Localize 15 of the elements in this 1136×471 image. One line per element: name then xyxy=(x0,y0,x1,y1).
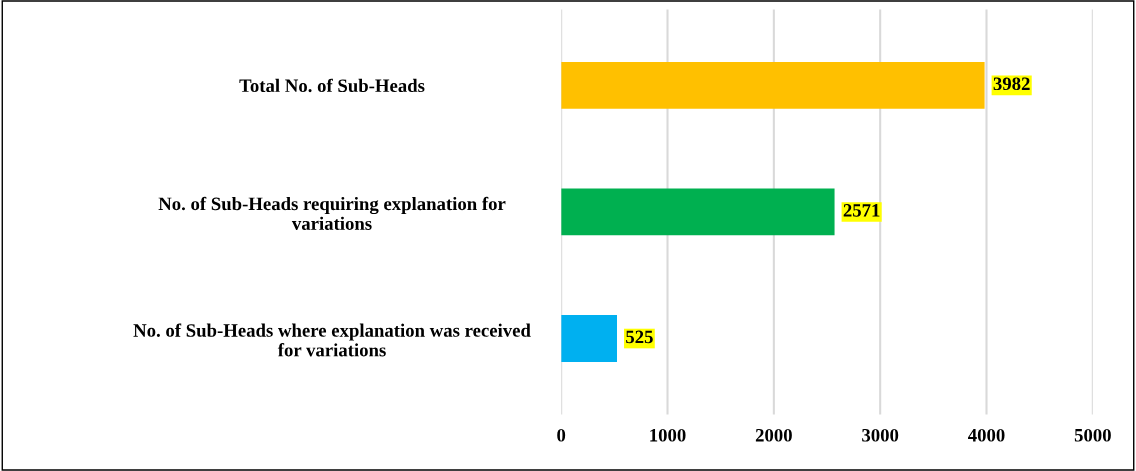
data-label: 525 xyxy=(626,330,653,344)
x-tick-label: 1000 xyxy=(650,428,686,442)
bar xyxy=(561,315,618,362)
data-label: 2571 xyxy=(843,204,880,217)
x-tick-label: 2000 xyxy=(755,428,792,442)
y-tick-label: No. of Sub-Heads requiring explanation for variations xyxy=(158,196,506,230)
x-tick-label: 3000 xyxy=(862,428,899,442)
y-tick-label: Total No. of Sub-Heads xyxy=(239,78,425,93)
bar xyxy=(561,188,835,236)
x-tick-label: 5000 xyxy=(1074,428,1111,442)
data-label: 3982 xyxy=(993,77,1030,91)
x-tick-label: 4000 xyxy=(968,428,1005,442)
bar xyxy=(561,61,985,109)
x-tick-label: 0 xyxy=(557,428,566,442)
y-tick-label: No. of Sub-Heads where explanation was received for variations xyxy=(133,323,531,357)
